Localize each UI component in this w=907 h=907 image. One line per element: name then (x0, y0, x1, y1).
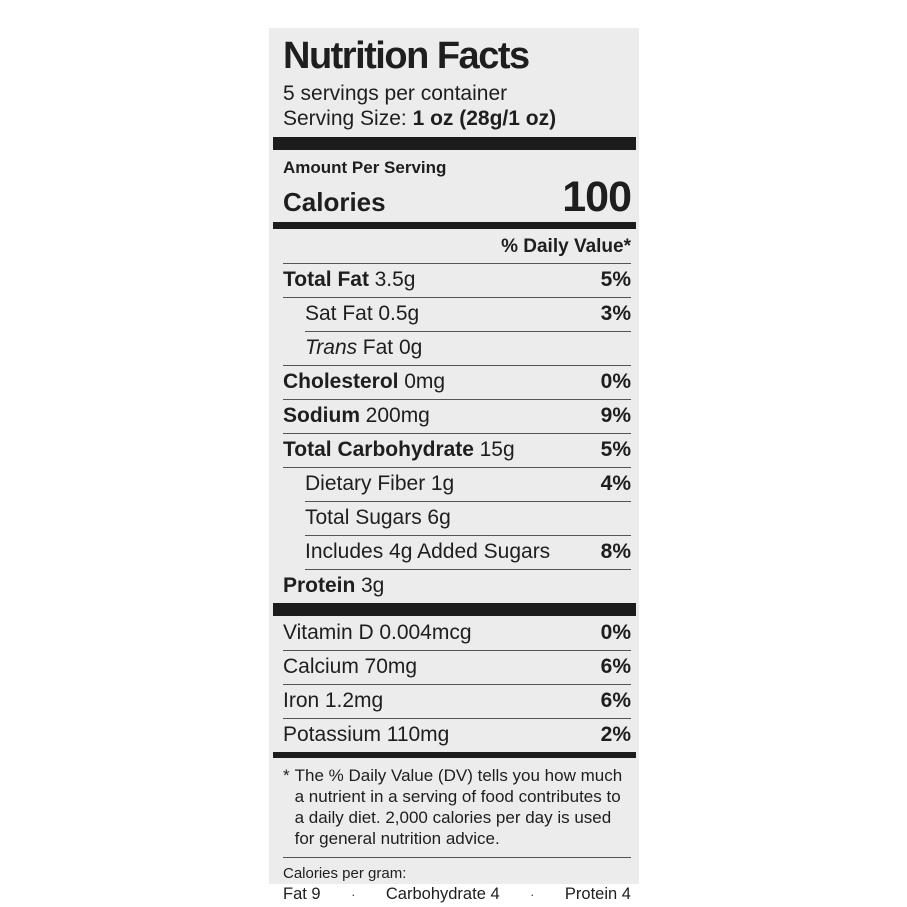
nutrient-name: Dietary Fiber (305, 471, 426, 495)
nutrient-row-sodium: Sodium 200mg 9% (283, 398, 631, 433)
nutrient-row-trans-fat: Trans Fat 0g (283, 330, 631, 365)
nutrient-amount: Fat 0g (362, 335, 423, 359)
vitamin-name: Calcium (283, 654, 359, 678)
label-title: Nutrition Facts (283, 35, 530, 77)
vitamin-name: Potassium (283, 722, 382, 746)
vitamin-amount: 110mg (386, 722, 450, 746)
nutrient-amount: 0mg (404, 369, 446, 393)
nutrient-name: Cholesterol (283, 369, 399, 393)
nutrient-dv: 8% (600, 539, 631, 563)
calories-per-gram-section: Calories per gram: Fat 9 · Carbohydrate … (283, 856, 631, 906)
nutrient-name: Protein (283, 573, 356, 597)
vitamin-dv: 6% (600, 688, 631, 712)
nutrient-row-total-carbohydrate: Total Carbohydrate 15g 5% (283, 432, 631, 467)
nutrient-amount: 15g (479, 437, 515, 461)
thick-bar-below-calories (273, 221, 636, 229)
nutrient-dv: 5% (600, 267, 631, 291)
calories-row: Calories 100 (283, 172, 632, 221)
nutrient-dv: 0% (600, 369, 631, 393)
nutrient-name: Total Fat (283, 267, 369, 291)
nutrient-row-total-fat: Total Fat 3.5g 5% (283, 262, 631, 297)
servings-per-container: 5 servings per container (283, 81, 508, 105)
serving-size-label: Serving Size: (283, 106, 413, 130)
nutrient-name: Total Carbohydrate (283, 437, 474, 461)
calories-per-gram-row: Fat 9 · Carbohydrate 4 · Protein 4 (283, 883, 631, 906)
footnote-asterisk: * (283, 765, 290, 785)
vitamin-row-calcium: Calcium 70mg 6% (283, 649, 631, 684)
cpg-separator: · (351, 886, 356, 902)
vitamin-dv: 2% (600, 722, 631, 746)
vitamin-amount: 70mg (364, 654, 418, 678)
amount-per-serving-label: Amount Per Serving (283, 157, 447, 177)
vitamin-name: Vitamin D (283, 620, 374, 644)
nutrient-dv: 9% (600, 403, 631, 427)
nutrient-name: Sat Fat (305, 301, 373, 325)
nutrient-row-dietary-fiber: Dietary Fiber 1g 4% (283, 466, 631, 501)
vitamin-amount: 1.2mg (324, 688, 384, 712)
footnote-text: The % Daily Value (DV) tells you how muc… (294, 765, 623, 848)
calories-per-gram-heading: Calories per gram: (283, 864, 407, 882)
thick-bar-below-protein (273, 602, 636, 616)
nutrient-amount: 3.5g (374, 267, 416, 291)
nutrient-amount: 1g (430, 471, 455, 495)
vitamin-dv: 6% (600, 654, 631, 678)
nutrient-dv: 3% (600, 301, 631, 325)
cpg-item-carbohydrate: Carbohydrate 4 (385, 884, 500, 903)
nutrition-facts-label: Nutrition Facts 5 servings per container… (269, 28, 639, 903)
vitamin-name: Iron (283, 688, 320, 712)
medium-bar-above-footnote (273, 751, 636, 758)
nutrient-name: Total Sugars (305, 505, 422, 529)
nutrient-amount: 3g (361, 573, 385, 597)
calories-label: Calories (283, 186, 386, 217)
nutrient-row-protein: Protein 3g (283, 568, 631, 603)
nutrient-row-total-sugars: Total Sugars 6g (283, 500, 631, 535)
vitamin-row-potassium: Potassium 110mg 2% (283, 717, 631, 752)
nutrient-amount: 200mg (365, 403, 430, 427)
nutrient-amount: 0.5g (378, 301, 420, 325)
vitamin-row-iron: Iron 1.2mg 6% (283, 683, 631, 718)
nutrient-row-sat-fat: Sat Fat 0.5g 3% (283, 296, 631, 331)
serving-size-line: Serving Size: 1 oz (28g/1 oz) (283, 106, 631, 131)
cpg-item-fat: Fat 9 (283, 884, 321, 903)
nutrient-row-cholesterol: Cholesterol 0mg 0% (283, 364, 631, 399)
cpg-item-protein: Protein 4 (564, 884, 631, 903)
vitamin-dv: 0% (600, 620, 631, 644)
nutrient-amount: 6g (427, 505, 451, 529)
thick-bar-top (273, 136, 636, 150)
serving-size-value: 1 oz (28g/1 oz) (412, 106, 557, 130)
nutrient-dv: 4% (600, 471, 631, 495)
nutrient-name: Sodium (283, 403, 360, 427)
nutrient-name: Trans (305, 335, 358, 359)
nutrient-dv: 5% (600, 437, 631, 461)
calories-value: 100 (562, 172, 632, 221)
footnote: * The % Daily Value (DV) tells you how m… (283, 758, 631, 857)
vitamin-row-vitamin-d: Vitamin D 0.004mcg 0% (283, 616, 631, 650)
nutrient-name: Includes 4g Added Sugars (305, 539, 551, 563)
vitamin-amount: 0.004mcg (379, 620, 472, 644)
nutrient-row-added-sugars: Includes 4g Added Sugars 8% (283, 534, 631, 569)
cpg-separator: · (530, 886, 535, 902)
daily-value-header: % Daily Value* (501, 235, 631, 257)
